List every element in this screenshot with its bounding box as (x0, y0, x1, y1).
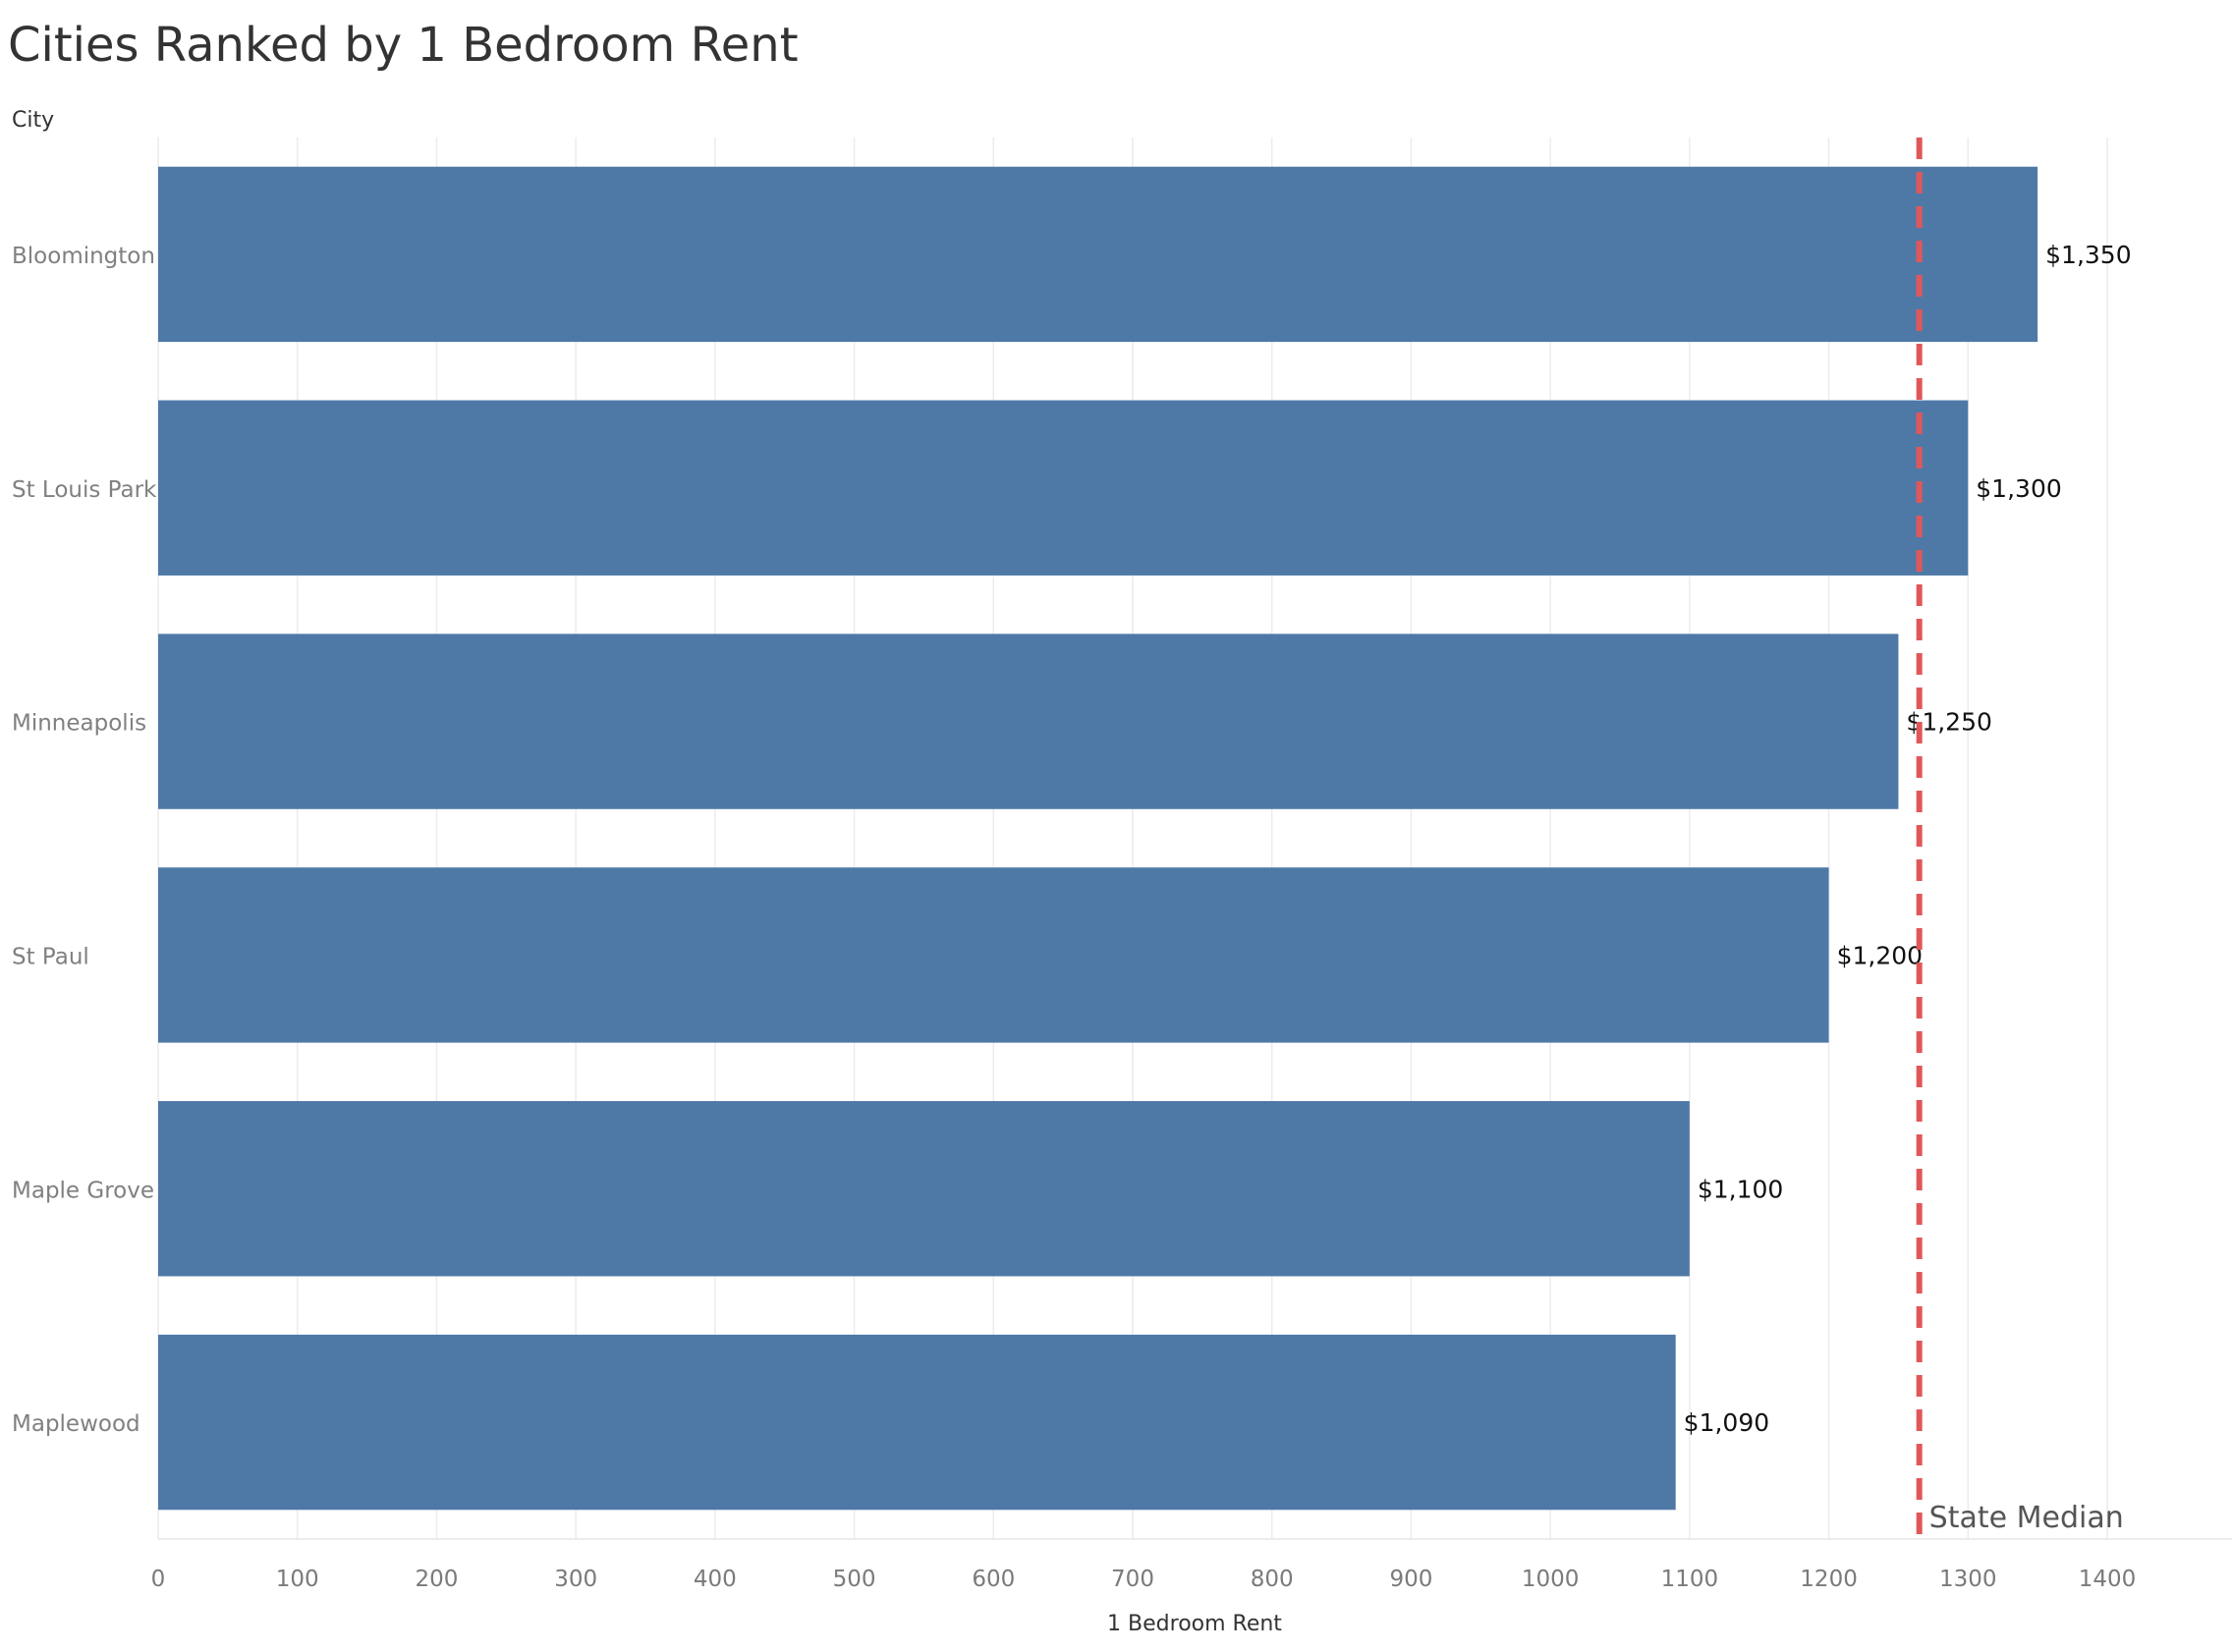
bar (158, 1101, 1690, 1277)
y-axis-title: City (12, 108, 54, 133)
x-axis-title: 1 Bedroom Rent (1107, 1612, 1282, 1636)
x-tick-label: 500 (833, 1567, 876, 1592)
value-label: $1,350 (2045, 241, 2131, 269)
category-label: Maple Grove (12, 1178, 154, 1203)
x-tick-label: 0 (151, 1567, 166, 1592)
x-tick-label: 300 (554, 1567, 597, 1592)
bar (158, 633, 1899, 809)
gridlines (157, 138, 2232, 1540)
value-labels: $1,350$1,300$1,250$1,200$1,100$1,090 (1684, 241, 2132, 1437)
x-tick-label: 700 (1111, 1567, 1154, 1592)
category-label: Maplewood (12, 1411, 140, 1437)
x-tick-label: 800 (1251, 1567, 1294, 1592)
category-label: St Paul (12, 944, 89, 969)
category-label: St Louis Park (12, 477, 157, 503)
bar (158, 867, 1829, 1043)
value-label: $1,300 (1976, 474, 2061, 503)
bar (158, 400, 1969, 576)
reference-line-group: State Median (1916, 138, 2124, 1539)
bar (158, 166, 2038, 343)
x-tick-label: 1100 (1661, 1567, 1719, 1592)
chart-title: Cities Ranked by 1 Bedroom Rent (8, 18, 799, 73)
bar (158, 1334, 1676, 1511)
x-tick-label: 1000 (1522, 1567, 1580, 1592)
x-tick-label: 100 (276, 1567, 319, 1592)
x-tick-label: 400 (694, 1567, 737, 1592)
category-labels: Bloomington St Louis Park Minneapolis St Pa… (12, 244, 157, 1437)
category-label: Bloomington (12, 244, 155, 269)
x-tick-label: 1400 (2079, 1567, 2137, 1592)
category-label: Minneapolis (12, 711, 146, 737)
x-axis-ticks: 0 100 200 300 400 500 600 700 800 900 1000 1100 1200… (151, 1567, 2137, 1592)
x-tick-label: 1300 (1939, 1567, 1997, 1592)
x-tick-label: 1200 (1800, 1567, 1858, 1592)
value-label: $1,200 (1837, 941, 1923, 969)
x-tick-label: 900 (1389, 1567, 1432, 1592)
bars (158, 166, 2038, 1511)
x-tick-label: 600 (972, 1567, 1015, 1592)
state-median-label: State Median (1929, 1501, 2124, 1535)
value-label: $1,090 (1684, 1408, 1769, 1437)
x-tick-label: 200 (415, 1567, 458, 1592)
value-label: $1,100 (1698, 1175, 1783, 1203)
